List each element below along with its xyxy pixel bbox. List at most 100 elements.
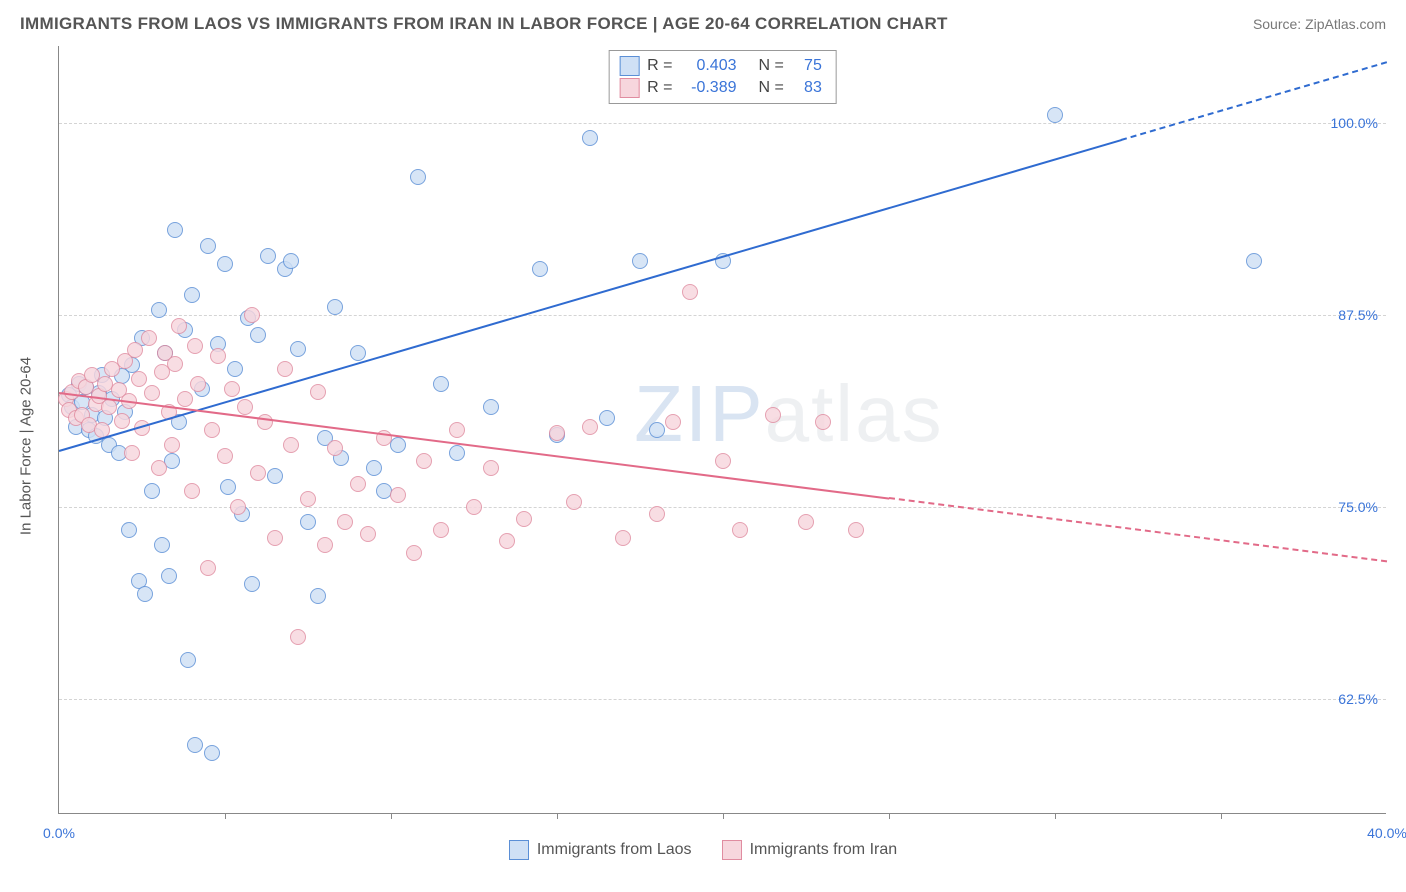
data-point-iran: [164, 437, 180, 453]
data-point-laos: [449, 445, 465, 461]
data-point-laos: [161, 568, 177, 584]
legend-row-laos: R = 0.403 N = 75: [619, 55, 822, 77]
data-point-iran: [151, 460, 167, 476]
data-point-iran: [184, 483, 200, 499]
trend-line-laos: [59, 139, 1122, 452]
data-point-iran: [190, 376, 206, 392]
data-point-laos: [137, 586, 153, 602]
legend-swatch: [619, 78, 639, 98]
trend-line-iran: [59, 392, 889, 500]
y-tick-label: 75.0%: [1338, 499, 1378, 515]
data-point-laos: [244, 576, 260, 592]
data-point-iran: [449, 422, 465, 438]
data-point-laos: [483, 399, 499, 415]
data-point-laos: [582, 130, 598, 146]
data-point-laos: [217, 256, 233, 272]
data-point-laos: [1246, 253, 1262, 269]
data-point-laos: [649, 422, 665, 438]
data-point-laos: [250, 327, 266, 343]
data-point-iran: [682, 284, 698, 300]
data-point-iran: [101, 399, 117, 415]
data-point-laos: [151, 302, 167, 318]
legend-swatch: [619, 56, 639, 76]
data-point-iran: [327, 440, 343, 456]
x-tick-mark: [391, 813, 392, 819]
data-point-laos: [204, 745, 220, 761]
data-point-laos: [300, 514, 316, 530]
data-point-iran: [582, 419, 598, 435]
data-point-iran: [798, 514, 814, 530]
n-label: N =: [759, 57, 784, 75]
x-tick-label: 0.0%: [43, 825, 75, 841]
data-point-iran: [131, 371, 147, 387]
data-point-laos: [350, 345, 366, 361]
data-point-iran: [549, 425, 565, 441]
legend-label: Immigrants from Laos: [537, 841, 692, 859]
data-point-laos: [121, 522, 137, 538]
x-tick-mark: [723, 813, 724, 819]
n-label: N =: [759, 79, 784, 97]
data-point-iran: [390, 487, 406, 503]
data-point-iran: [350, 476, 366, 492]
data-point-iran: [290, 629, 306, 645]
x-tick-mark: [1055, 813, 1056, 819]
y-tick-label: 87.5%: [1338, 307, 1378, 323]
data-point-iran: [277, 361, 293, 377]
data-point-laos: [227, 361, 243, 377]
data-point-iran: [483, 460, 499, 476]
data-point-iran: [237, 399, 253, 415]
data-point-laos: [220, 479, 236, 495]
gridline-h: [59, 507, 1386, 508]
x-tick-mark: [557, 813, 558, 819]
data-point-laos: [187, 737, 203, 753]
x-tick-label: 40.0%: [1367, 825, 1406, 841]
legend-item-iran: Immigrants from Iran: [722, 840, 898, 860]
r-label: R =: [647, 57, 672, 75]
series-legend: Immigrants from Laos Immigrants from Iran: [0, 840, 1406, 860]
data-point-iran: [416, 453, 432, 469]
data-point-iran: [283, 437, 299, 453]
data-point-laos: [310, 588, 326, 604]
data-point-iran: [615, 530, 631, 546]
x-tick-mark: [889, 813, 890, 819]
correlation-legend: R =0.403N =75R =-0.389N =83: [608, 50, 837, 104]
r-value: -0.389: [681, 79, 737, 97]
data-point-iran: [516, 511, 532, 527]
data-point-iran: [649, 506, 665, 522]
data-point-laos: [267, 468, 283, 484]
data-point-iran: [765, 407, 781, 423]
data-point-iran: [433, 522, 449, 538]
data-point-iran: [406, 545, 422, 561]
data-point-iran: [244, 307, 260, 323]
data-point-iran: [210, 348, 226, 364]
data-point-laos: [184, 287, 200, 303]
r-label: R =: [647, 79, 672, 97]
r-value: 0.403: [681, 57, 737, 75]
data-point-laos: [283, 253, 299, 269]
watermark: ZIPatlas: [634, 368, 943, 460]
data-point-laos: [433, 376, 449, 392]
data-point-iran: [466, 499, 482, 515]
n-value: 75: [792, 57, 822, 75]
data-point-iran: [167, 356, 183, 372]
legend-row-iran: R =-0.389N =83: [619, 77, 822, 99]
data-point-iran: [665, 414, 681, 430]
data-point-laos: [366, 460, 382, 476]
y-axis-label: In Labor Force | Age 20-64: [18, 357, 35, 535]
data-point-iran: [715, 453, 731, 469]
scatter-plot: ZIPatlas R =0.403N =75R =-0.389N =83 62.…: [58, 46, 1386, 814]
y-tick-label: 62.5%: [1338, 691, 1378, 707]
data-point-iran: [144, 385, 160, 401]
y-tick-label: 100.0%: [1331, 115, 1378, 131]
data-point-laos: [154, 537, 170, 553]
data-point-iran: [310, 384, 326, 400]
data-point-laos: [1047, 107, 1063, 123]
data-point-iran: [337, 514, 353, 530]
data-point-iran: [499, 533, 515, 549]
source-label: Source: ZipAtlas.com: [1253, 16, 1386, 32]
data-point-iran: [204, 422, 220, 438]
data-point-iran: [250, 465, 266, 481]
data-point-laos: [327, 299, 343, 315]
legend-item-laos: Immigrants from Laos: [509, 840, 692, 860]
data-point-iran: [141, 330, 157, 346]
